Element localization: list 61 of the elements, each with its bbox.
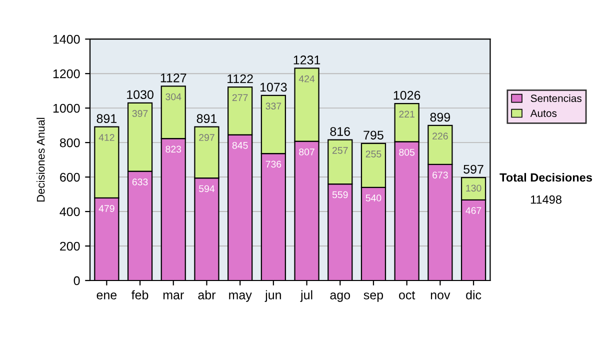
y-tick-label: 1000 <box>53 104 80 113</box>
x-tick-label: nov <box>430 292 450 300</box>
y-tick-label: 600 <box>60 172 80 182</box>
y-tick-label: 1200 <box>53 69 80 78</box>
data-label: 673 <box>432 172 448 178</box>
data-label: 412 <box>98 134 114 141</box>
total-label: 1026 <box>394 90 420 100</box>
y-tick-label: 1400 <box>53 34 80 44</box>
x-tick-label: jun <box>264 290 281 302</box>
legend-label: Autos <box>530 110 557 118</box>
data-label: 397 <box>132 110 148 117</box>
data-label: 297 <box>199 134 214 141</box>
total-label: 1122 <box>228 74 253 84</box>
x-tick-label: abr <box>198 290 216 300</box>
x-tick-label: dic <box>466 290 482 300</box>
data-label: 130 <box>466 184 482 192</box>
x-tick-label: jul <box>300 290 312 302</box>
y-tick-label: 200 <box>60 242 80 251</box>
text: Total Decisiones <box>500 172 592 182</box>
data-label: 736 <box>266 160 282 168</box>
total-label: 1231 <box>294 56 320 64</box>
y-tick-label: 800 <box>60 138 80 148</box>
data-label: 805 <box>399 148 415 156</box>
data-label: 255 <box>366 150 382 158</box>
data-label: 226 <box>432 132 448 140</box>
x-tick-label: sep <box>364 292 384 302</box>
data-label: 424 <box>298 75 315 82</box>
data-label: 633 <box>132 178 148 186</box>
y-tick-label: 0 <box>74 276 80 286</box>
total-label: 899 <box>430 112 450 122</box>
data-label: 845 <box>232 142 248 149</box>
x-tick-label: feb <box>132 290 148 300</box>
legend-label: Sentencias <box>530 94 582 102</box>
data-label: 337 <box>266 102 282 110</box>
total-label: 816 <box>330 127 350 136</box>
data-label: 304 <box>166 93 182 100</box>
total-label: 891 <box>196 114 217 124</box>
data-label: 221 <box>399 110 414 118</box>
data-label: 559 <box>332 191 348 198</box>
data-label: 594 <box>199 185 215 192</box>
data-label: 540 <box>366 194 382 202</box>
y-tick-label: 400 <box>60 207 80 216</box>
x-tick-label: ago <box>330 292 350 302</box>
data-label: 823 <box>166 146 182 153</box>
x-tick-label: ene <box>96 292 117 300</box>
data-label: 277 <box>232 94 248 101</box>
x-tick-label: oct <box>399 291 416 300</box>
data-label: 479 <box>98 205 114 212</box>
y-axis-title: Decisiones Anual <box>36 118 45 202</box>
x-tick-label: may <box>229 292 252 302</box>
data-label: 257 <box>332 146 348 154</box>
total-label: 1127 <box>160 73 186 82</box>
x-tick-label: mar <box>163 292 184 300</box>
total-label: 597 <box>464 164 484 174</box>
total-label: 891 <box>96 114 116 124</box>
text: 11498 <box>530 195 562 204</box>
data-label: 807 <box>299 148 314 156</box>
total-label: 795 <box>364 130 384 140</box>
total-label: 1030 <box>127 90 154 100</box>
total-label: 1073 <box>260 82 287 92</box>
data-label: 467 <box>466 207 482 214</box>
